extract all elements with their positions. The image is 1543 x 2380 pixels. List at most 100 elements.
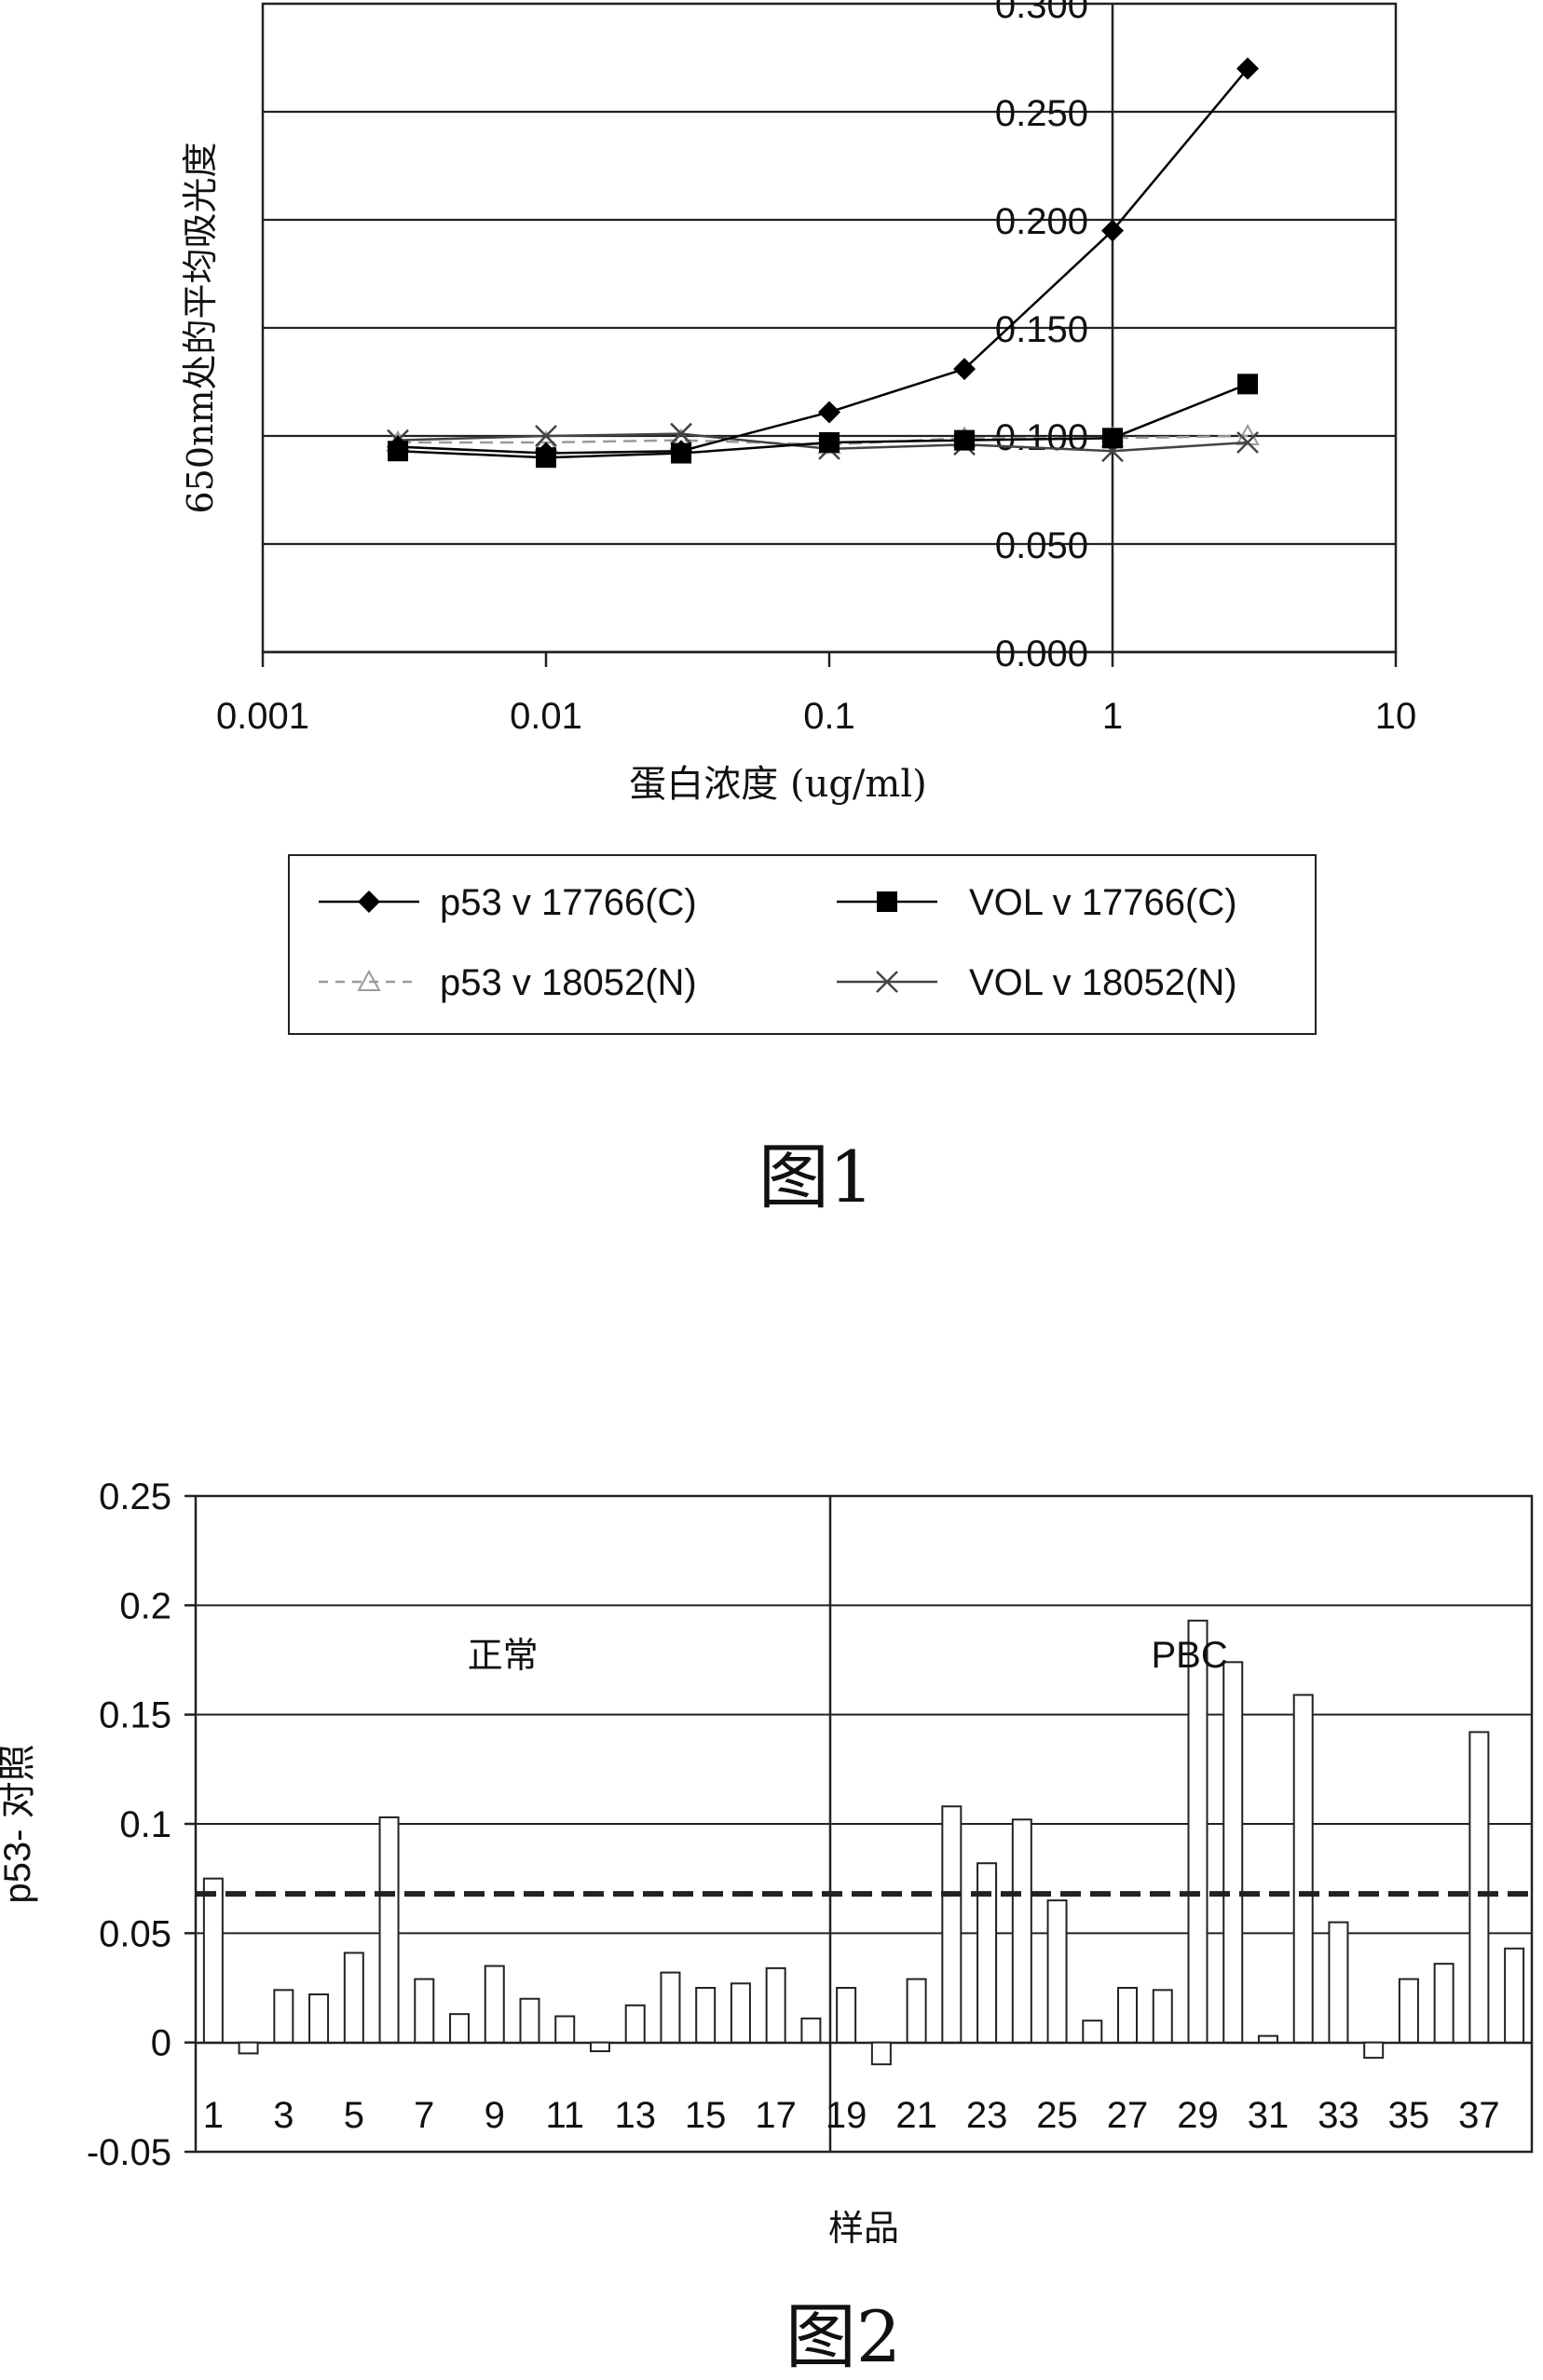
chart-2-bar [872,2043,891,2064]
chart-2-bar [345,1952,363,2042]
chart-2-bar [1435,1964,1454,2042]
chart-2-bar [731,1983,750,2042]
chart-2-bar [1189,1621,1208,2043]
chart-2-group-labels: 正常 PBC [468,1635,1228,1676]
chart-2-bar [1329,1923,1347,2043]
chart-2-bar [1223,1662,1242,2042]
chart-2-bar [485,1966,504,2043]
chart-2-bar [1294,1695,1313,2043]
chart-2-bar [801,2019,820,2043]
chart-2-bar [380,1817,399,2043]
chart-1-y-tick-label: 0.200 [995,201,1088,242]
chart-2-y-tick-label: 0.1 [119,1804,171,1845]
chart-2-x-tick-label: 33 [1318,2095,1359,2136]
chart-1-legend-marker [877,891,897,912]
chart-2-caption: 图2 [785,2295,901,2378]
chart-1-x-tick-label: 10 [1375,696,1417,737]
chart-2-x-tick-label: 25 [1036,2095,1078,2136]
chart-2-bar [1118,1988,1137,2043]
chart-1-legend-label: p53 v 17766(C) [440,882,697,923]
chart-2-x-tick-label: 13 [614,2095,656,2136]
chart-2-bar [942,1806,961,2042]
chart-2-y-tick-label: 0.2 [119,1585,171,1626]
chart-2: 0.250.20.150.10.050-0.05 135791113151719… [0,1476,1532,2378]
chart-2-bar [977,1863,996,2042]
chart-2-bar [555,2017,574,2043]
chart-1-point [954,430,975,451]
chart-1-x-tick-label: 0.001 [216,696,309,737]
chart-1-legend-entry: VOL v 18052(N) [837,962,1237,1003]
chart-1-x-tick-labels: 0.001 0.01 0.1 1 10 [216,696,1416,737]
chart-2-x-tick-label: 11 [545,2095,584,2136]
chart-2-bar [204,1879,223,2043]
chart-2-x-tick-label: 21 [895,2095,937,2136]
chart-2-y-axis-label: p53- 对照 [0,1744,38,1903]
chart-1-legend-label: p53 v 18052(N) [440,962,697,1003]
chart-1-point [1102,428,1123,448]
chart-2-bar [696,1988,715,2043]
chart-2-x-axis-label: 样品 [828,2208,899,2249]
chart-1-y-tick-label: 0.250 [995,93,1088,134]
chart-2-bar [1364,2043,1383,2058]
chart-1-x-tick-label: 0.1 [803,696,855,737]
chart-2-bar [908,1979,926,2043]
chart-1-legend-entry: p53 v 18052(N) [319,962,697,1003]
chart-2-x-tick-label: 35 [1388,2095,1430,2136]
chart-1-legend-label: VOL v 18052(N) [969,962,1237,1003]
chart-2-bar [1259,2036,1277,2043]
chart-2-bar [1083,2020,1101,2042]
chart-2-bar [1469,1732,1488,2042]
chart-1-caption: 图1 [758,1136,874,1218]
chart-2-bar [837,1988,855,2043]
chart-2-x-tick-label: 3 [273,2095,294,2136]
chart-1-y-tick-label: 0.150 [995,309,1088,350]
chart-2-y-tick-label: 0.25 [99,1476,171,1517]
chart-1-series [387,58,1259,469]
chart-1-series-0 [387,58,1259,465]
chart-1-legend-entries: p53 v 17766(C) VOL v 17766(C) p53 v 18052(… [319,882,1237,1003]
chart-1-x-axis-label: 蛋白浓度 (ug/ml) [629,763,927,806]
chart-2-bar [239,2043,258,2054]
chart-1-gridlines [263,112,1396,544]
chart-2-x-tick-label: 37 [1458,2095,1500,2136]
chart-2-x-tick-labels: 135791113151719212325272931333537 [203,2095,1500,2136]
chart-2-x-tick-label: 15 [685,2095,727,2136]
chart-1: 0.0000.0500.1000.1500.2000.2500.300 0.00… [180,0,1416,1218]
chart-2-bars [204,1621,1523,2064]
chart-1-y-tick-labels: 0.0000.0500.1000.1500.2000.2500.300 [995,0,1088,674]
chart-2-x-tick-label: 17 [755,2095,797,2136]
chart-2-x-tick-label: 31 [1248,2095,1290,2136]
chart-2-y-tick-label: -0.05 [87,2132,171,2173]
chart-1-point [819,432,840,453]
chart-2-group-label: PBC [1152,1635,1228,1676]
chart-2-bar [1400,1979,1418,2043]
chart-2-y-tick-labels: 0.250.20.150.10.050-0.05 [87,1476,171,2173]
chart-2-bar [1013,1819,1031,2042]
chart-2-x-tick-label: 9 [485,2095,505,2136]
chart-2-y-tick-label: 0.15 [99,1695,171,1736]
chart-2-y-tick-label: 0 [151,2023,171,2064]
chart-2-bar [591,2043,609,2051]
chart-1-y-axis-label: 650nm处的平均吸光度 [180,142,221,513]
chart-2-bar [521,1999,539,2043]
chart-1-x-ticks [263,652,1396,667]
chart-2-x-tick-label: 23 [966,2095,1008,2136]
chart-2-y-ticks [184,1496,196,2152]
chart-1-legend-entry: VOL v 17766(C) [837,882,1237,923]
chart-2-group-label: 正常 [468,1635,539,1676]
chart-2-bar [415,1979,433,2043]
chart-1-y-tick-label: 0.050 [995,525,1088,566]
chart-1-x-tick-label: 1 [1102,696,1123,737]
chart-2-bar [661,1973,679,2043]
chart-1-series-line [398,69,1248,454]
chart-1-legend-entry: p53 v 17766(C) [319,882,697,923]
chart-2-x-tick-label: 27 [1107,2095,1149,2136]
chart-2-x-tick-label: 19 [826,2095,867,2136]
chart-1-x-tick-label: 0.01 [510,696,582,737]
chart-2-x-tick-label: 7 [414,2095,434,2136]
chart-2-bar [274,1990,293,2042]
chart-1-legend-marker [358,891,380,913]
chart-2-bar [767,1968,785,2043]
chart-1-y-tick-label: 0.300 [995,0,1088,26]
chart-2-x-tick-label: 29 [1177,2095,1219,2136]
